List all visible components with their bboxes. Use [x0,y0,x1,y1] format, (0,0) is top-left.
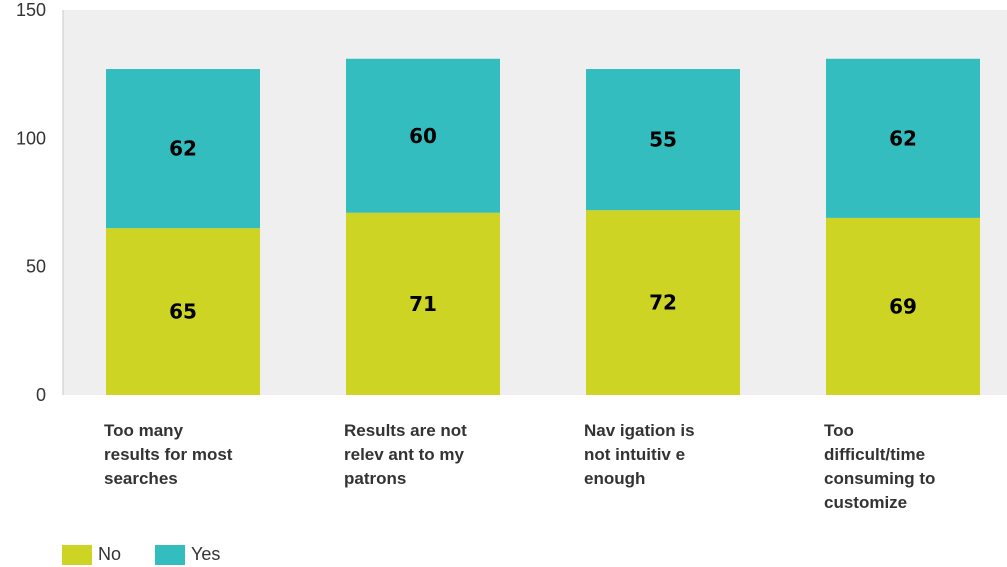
y-axis-ticks: 0 50 100 150 [16,0,46,405]
x-tick-label-line: enough [584,469,646,488]
x-tick-label-line: Too [824,421,854,440]
bar-segment-no [826,217,980,395]
x-tick-label-line: difficult/time [824,445,926,464]
bar-segment-yes [586,69,740,211]
legend-label-yes: Yes [191,544,221,564]
bar-segment-yes [346,58,500,213]
bar-segment-no [346,212,500,395]
y-tick-label: 100 [16,128,46,148]
bar-segment-yes [826,58,980,218]
y-tick-label: 0 [36,385,46,405]
bar-segment-yes [106,69,260,229]
data-label-no: 69 [889,294,917,318]
bar-segment-no [106,228,260,395]
legend: No Yes [62,544,254,565]
data-label-no: 65 [169,300,197,324]
x-tick-label-line: Results are not [344,421,467,440]
data-label-yes: 60 [409,124,437,148]
data-label-yes: 62 [169,137,197,161]
y-tick-label: 150 [16,0,46,20]
x-tick-label-line: relev ant to my [344,445,464,464]
data-label-no: 71 [409,292,437,316]
bar-segment-no [586,210,740,395]
data-label-no: 72 [649,291,677,315]
x-tick-label-line: customize [824,493,908,512]
x-tick-label-line: not intuitiv e [584,445,686,464]
x-tick-label: Too difficult/time consuming to customize [824,419,1004,515]
legend-label-no: No [98,544,122,564]
y-tick-label: 50 [26,257,46,277]
x-tick-label-line: patrons [344,469,407,488]
legend-item-no: No [62,544,121,565]
data-label-yes: 62 [889,126,917,150]
bars-group: 65 62 71 60 72 55 69 62 [106,58,980,395]
data-label-yes: 55 [649,128,677,152]
legend-item-yes: Yes [155,544,220,565]
x-tick-label-line: Nav igation is [584,421,695,440]
x-tick-label: Too many results for most searches [104,419,284,491]
x-tick-label-line: Too many [104,421,184,440]
x-tick-label: Nav igation is not intuitiv e enough [584,419,764,491]
legend-swatch-no [62,544,92,565]
x-tick-label: Results are not relev ant to my patrons [344,419,524,491]
x-tick-label-line: searches [104,469,178,488]
x-tick-label-line: results for most [104,445,233,464]
legend-swatch-yes [155,544,186,565]
x-tick-label-line: consuming to [824,469,936,488]
